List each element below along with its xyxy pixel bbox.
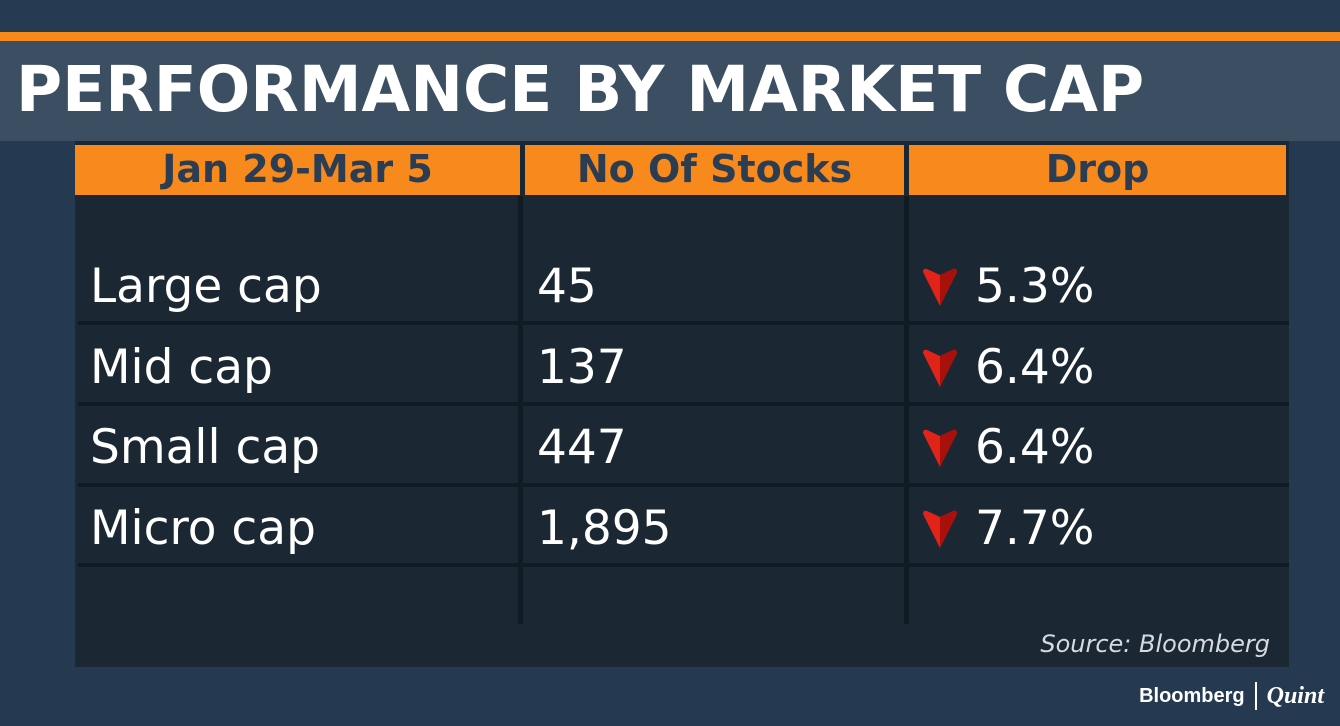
brand-divider <box>1254 682 1257 710</box>
down-arrow-icon <box>923 268 957 306</box>
drop-value: 5.3% <box>975 259 1095 314</box>
drop-value: 6.4% <box>975 420 1095 475</box>
row-large-cap-segment: Large cap <box>90 259 322 314</box>
row-divider <box>78 483 1289 487</box>
row-divider <box>78 321 1289 325</box>
row-mid-cap-stocks: 137 <box>537 340 627 395</box>
column-header-stocks: No Of Stocks <box>525 145 904 195</box>
row-large-cap-stocks: 45 <box>537 259 597 314</box>
down-arrow-icon <box>923 349 957 387</box>
row-divider <box>78 563 1289 567</box>
column-header-drop: Drop <box>909 145 1286 195</box>
down-arrow-icon <box>923 429 957 467</box>
down-arrow-icon <box>923 510 957 548</box>
page-title: PERFORMANCE BY MARKET CAP <box>16 53 1145 126</box>
drop-value: 6.4% <box>975 340 1095 395</box>
column-header-period: Jan 29-Mar 5 <box>75 145 520 195</box>
drop-value: 7.7% <box>975 501 1095 556</box>
source-note: Source: Bloomberg <box>1040 630 1270 658</box>
row-large-cap-drop: 5.3% <box>922 259 1094 315</box>
title-bar <box>0 41 1340 141</box>
column-divider <box>518 196 523 624</box>
row-small-cap-stocks: 447 <box>537 420 627 475</box>
row-micro-cap-drop: 7.7% <box>922 501 1094 557</box>
row-small-cap-drop: 6.4% <box>922 420 1094 476</box>
row-small-cap-segment: Small cap <box>90 420 320 475</box>
row-mid-cap-drop: 6.4% <box>922 340 1094 396</box>
brand-quint: Quint <box>1266 682 1324 709</box>
column-divider <box>904 196 909 624</box>
accent-line <box>0 32 1340 41</box>
brand-logo: Bloomberg Quint <box>1139 680 1324 712</box>
top-band <box>0 0 1340 32</box>
brand-bloomberg: Bloomberg <box>1139 684 1245 707</box>
row-mid-cap-segment: Mid cap <box>90 340 273 395</box>
row-micro-cap-stocks: 1,895 <box>537 501 672 556</box>
row-divider <box>78 402 1289 406</box>
row-micro-cap-segment: Micro cap <box>90 501 316 556</box>
